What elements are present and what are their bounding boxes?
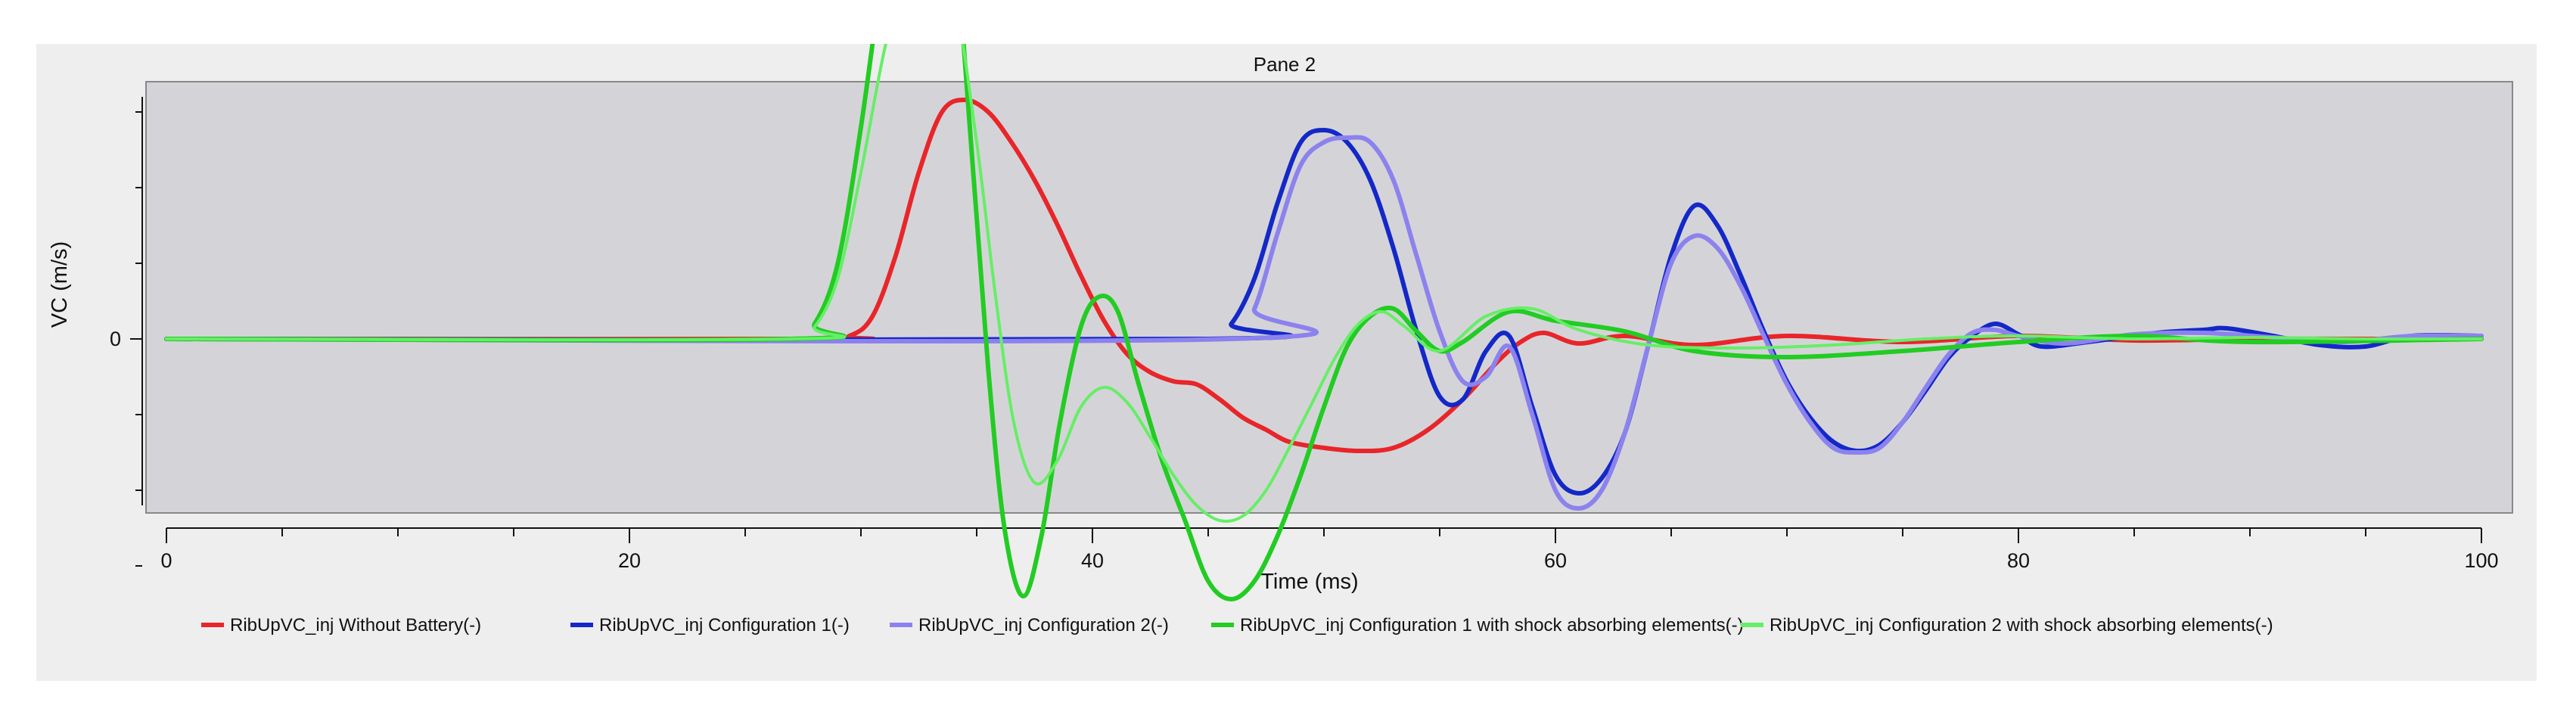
- y-tick-label: 2: [110, 44, 121, 48]
- y-axis: 02: [110, 44, 143, 567]
- y-tick-label: 0: [110, 328, 121, 350]
- x-tick-label: 20: [618, 549, 641, 572]
- x-tick-label: 60: [1544, 549, 1567, 572]
- x-tick-label: 80: [2007, 549, 2030, 572]
- chart-title: Pane 2: [1254, 53, 1316, 76]
- x-axis: 0 20 40 60 80 100: [160, 527, 2499, 572]
- legend-label-5: RibUpVC_inj Configuration 2 with shock a…: [1770, 615, 2273, 636]
- legend-label-4: RibUpVC_inj Configuration 1 with shock a…: [1240, 615, 1744, 636]
- legend-label-1: RibUpVC_inj Without Battery(-): [230, 615, 481, 636]
- x-tick-label: 40: [1081, 549, 1104, 572]
- y-axis-title: VC (m/s): [48, 241, 72, 328]
- x-axis-title: Time (ms): [1260, 570, 1358, 594]
- plot-area: [145, 81, 2513, 514]
- series-line-5: [165, 44, 2483, 523]
- legend: RibUpVC_inj Without Battery(-) RibUpVC_in…: [201, 615, 2273, 636]
- series-lines: [164, 44, 2484, 601]
- legend-label-2: RibUpVC_inj Configuration 1(-): [599, 615, 850, 636]
- x-tick-label: 100: [2464, 549, 2498, 572]
- legend-label-3: RibUpVC_inj Configuration 2(-): [918, 615, 1169, 636]
- x-tick-label: 0: [160, 549, 172, 572]
